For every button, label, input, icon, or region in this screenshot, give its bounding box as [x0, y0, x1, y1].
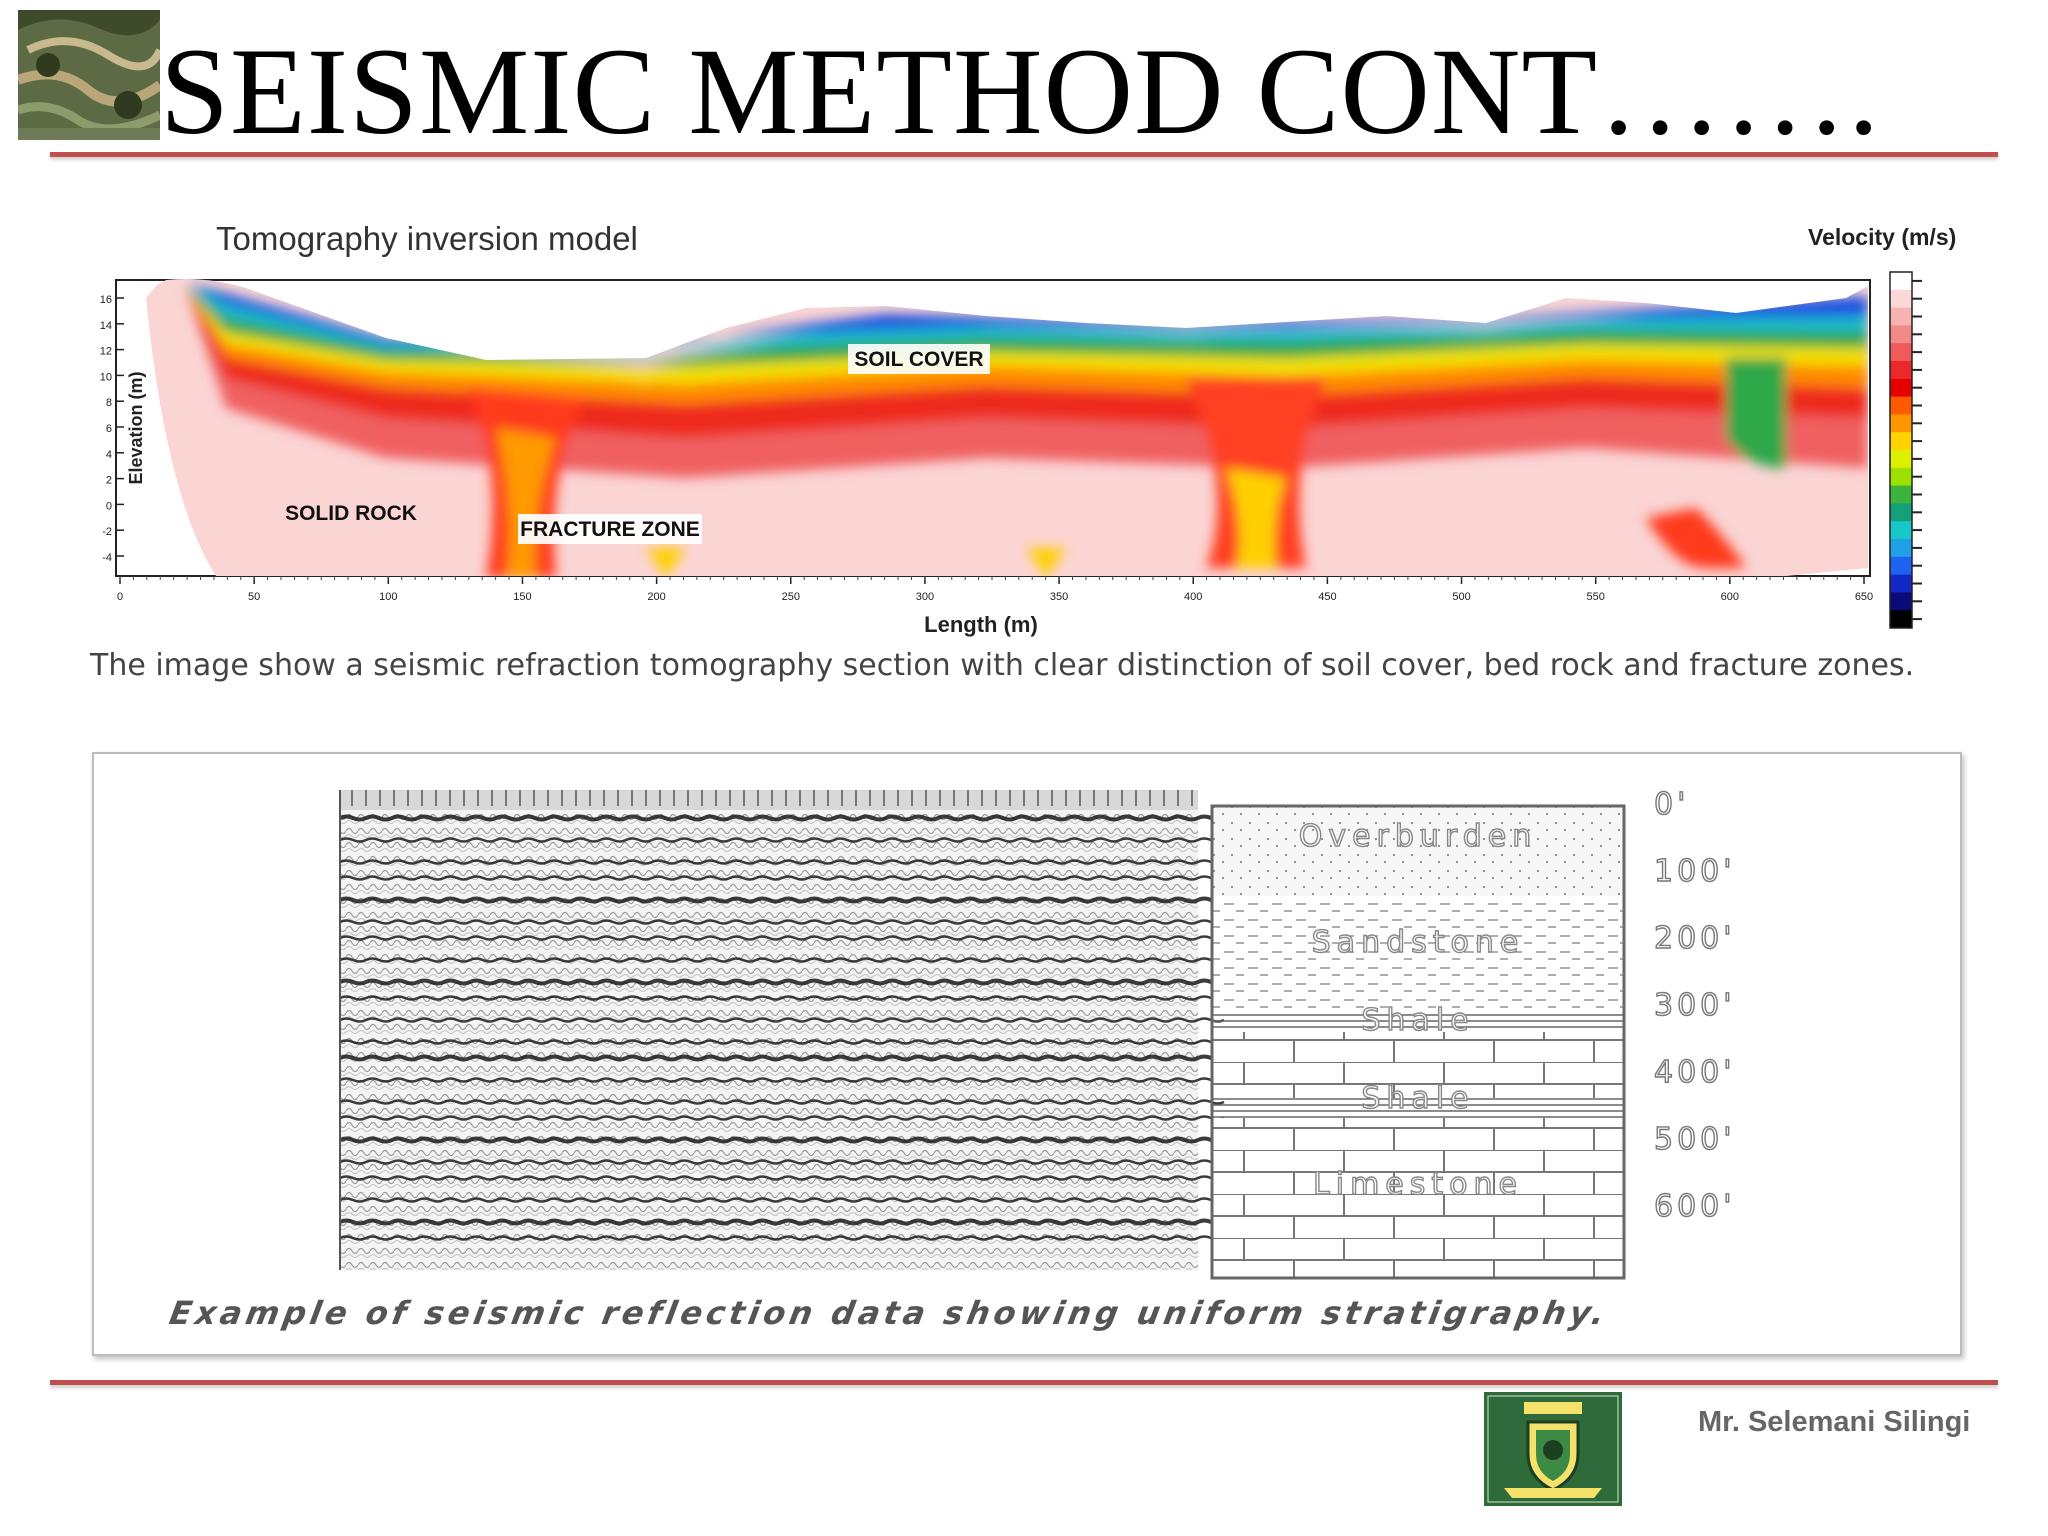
colorbar-swatch	[1890, 467, 1912, 487]
x-tick-label: 50	[248, 591, 260, 603]
colorbar-swatch	[1890, 378, 1912, 398]
colorbar-swatch	[1890, 556, 1912, 576]
x-axis-label: Length (m)	[924, 612, 1038, 637]
x-tick-label: 150	[513, 591, 531, 603]
y-tick-label: 10	[100, 371, 112, 383]
depth-label: 200'	[1654, 921, 1736, 956]
solid-rock-label: SOLID ROCK	[285, 502, 417, 525]
layer-labels: Overburden Sandstone Shale Shale Limestone	[1298, 818, 1538, 1202]
x-axis-ticks: 0 50 100 150 200 250 300 350 400 450 500 550 600 650	[117, 576, 1873, 603]
y-tick-label: 14	[100, 320, 112, 332]
y-axis-ticks: 16 14 12 10 8 6 4 2 0 -2 -4	[100, 294, 124, 564]
tomography-section-figure: Elevation (m) 16 14 12 10 8 6 4 2 0 -2 -4 0 50 100 15…	[100, 271, 1922, 637]
depth-label: 500'	[1654, 1122, 1736, 1157]
stratigraphic-column	[1210, 804, 1626, 1280]
corner-landscape-photo	[18, 10, 160, 140]
colorbar-swatch	[1890, 539, 1912, 558]
tomography-caption: The image show a seismic refraction tomo…	[90, 648, 1915, 683]
depth-label: 100'	[1654, 854, 1736, 889]
layer-label: Shale	[1361, 1003, 1474, 1038]
x-tick-label: 250	[782, 591, 800, 603]
colorbar-swatch	[1890, 307, 1912, 326]
x-tick-label: 450	[1318, 591, 1336, 603]
colorbar-swatch	[1890, 485, 1912, 504]
y-tick-label: 16	[100, 294, 112, 306]
layer-label: Sandstone	[1312, 925, 1525, 960]
tomography-title: Tomography inversion model	[216, 220, 638, 257]
reflection-figure: Overburden Sandstone Shale Shale Limestone 0…	[339, 786, 1736, 1280]
colorbar-swatch	[1890, 343, 1912, 362]
velocity-colorbar	[1889, 271, 1922, 629]
y-tick-label: 2	[106, 475, 112, 487]
author-name: Mr. Selemani Silingi	[1698, 1406, 1971, 1438]
y-tick-label: 8	[106, 397, 112, 409]
colorbar-swatch	[1890, 574, 1912, 593]
layer-label: Shale	[1361, 1081, 1474, 1116]
x-tick-label: 400	[1184, 591, 1202, 603]
depth-labels: 0' 100' 200' 300' 400' 500' 600'	[1653, 786, 1736, 1224]
x-tick-label: 100	[379, 591, 397, 603]
footer-divider	[50, 1380, 1998, 1385]
y-tick-label: 12	[100, 346, 112, 358]
colorbar-swatch	[1890, 592, 1912, 611]
y-tick-label: 4	[106, 449, 112, 461]
title-divider	[50, 152, 1998, 157]
y-tick-label: -2	[102, 526, 112, 538]
colorbar-swatch	[1890, 361, 1912, 380]
colorbar-swatch	[1890, 396, 1912, 415]
colorbar-swatch	[1890, 432, 1912, 451]
depth-label: 600'	[1654, 1189, 1736, 1224]
depth-label: 300'	[1654, 988, 1736, 1023]
colorbar-swatch	[1890, 450, 1912, 469]
colorbar-swatch	[1890, 289, 1912, 309]
colorbar-swatch	[1890, 414, 1912, 433]
seismic-reflection-section	[339, 790, 1225, 1270]
soil-cover-label: SOIL COVER	[854, 348, 983, 371]
y-tick-label: -4	[102, 552, 112, 564]
x-tick-label: 550	[1587, 591, 1605, 603]
layer-label: Overburden	[1299, 819, 1538, 854]
fracture-zone-label: FRACTURE ZONE	[520, 518, 700, 541]
x-tick-label: 200	[647, 591, 665, 603]
y-axis-label: Elevation (m)	[126, 371, 146, 484]
x-tick-label: 0	[117, 591, 123, 603]
x-tick-label: 650	[1855, 591, 1873, 603]
velocity-scale-title: Velocity (m/s)	[1808, 224, 1957, 250]
reflection-caption: Example of seismic reflection data showi…	[166, 1294, 1612, 1332]
depth-label: 0'	[1654, 787, 1689, 822]
colorbar-swatch	[1890, 610, 1912, 629]
colorbar-swatch	[1890, 503, 1912, 522]
velocity-section	[146, 279, 1868, 576]
school-crest-logo	[1484, 1392, 1622, 1506]
y-tick-label: 6	[106, 423, 112, 435]
y-tick-label: 0	[106, 500, 112, 512]
reflection-figure-frame: Overburden Sandstone Shale Shale Limestone 0…	[92, 752, 1962, 1356]
x-tick-label: 600	[1721, 591, 1739, 603]
colorbar-swatch	[1890, 272, 1912, 291]
colorbar-swatch	[1890, 325, 1912, 344]
x-tick-label: 500	[1452, 591, 1470, 603]
slide-title: SEISMIC METHOD CONT…….	[160, 23, 1881, 160]
x-tick-label: 300	[916, 591, 934, 603]
depth-label: 400'	[1654, 1055, 1736, 1090]
layer-label: Limestone	[1313, 1167, 1523, 1202]
colorbar-swatch	[1890, 521, 1912, 540]
x-tick-label: 350	[1050, 591, 1068, 603]
